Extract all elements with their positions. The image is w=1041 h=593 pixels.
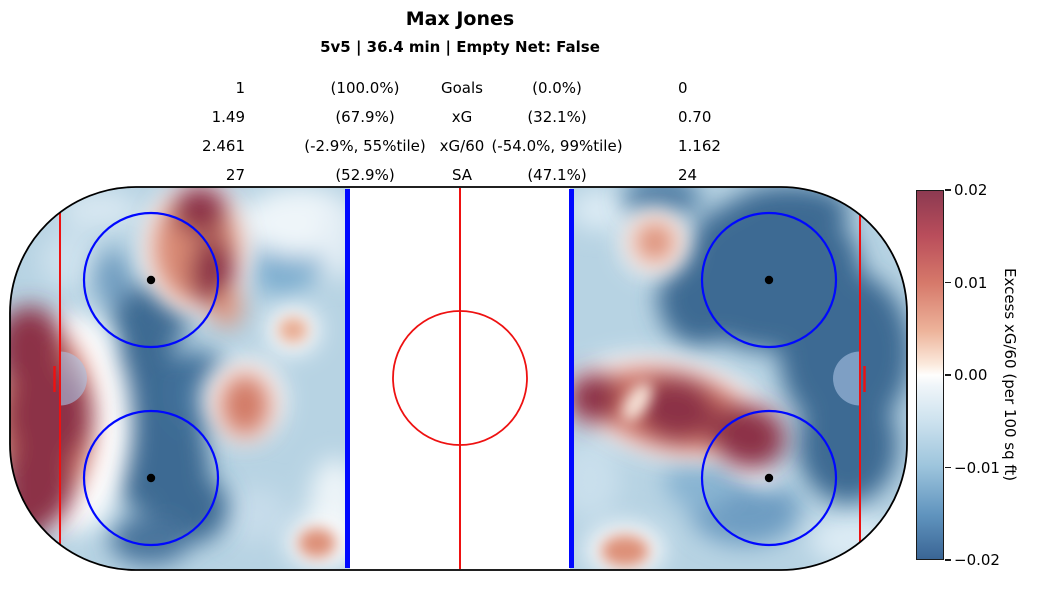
stat-left-pct: (67.9%) [335,108,395,126]
stat-right-pct: (47.1%) [527,166,587,184]
goal-crease-right [833,351,860,406]
stat-right-pct: (-54.0%, 99%tile) [491,137,623,155]
stat-left-value: 2.461 [202,137,245,155]
colorbar-tick-label: 0.01 [954,273,988,292]
stat-left-pct: (100.0%) [330,79,400,97]
center-circle [392,310,528,446]
stat-right-value: 1.162 [678,137,721,155]
faceoff-dot [764,275,774,285]
stat-metric: xG [451,108,473,126]
stat-row: 1 (100.0%) Goals (0.0%) 0 [0,76,920,100]
colorbar-tick [945,559,951,561]
faceoff-circle-left-bottom [82,409,220,547]
colorbar-tick [945,466,951,469]
colorbar-tick-label: −0.02 [954,551,1000,569]
page-title: Max Jones [405,8,515,30]
page-subtitle: 5v5 | 36.4 min | Empty Net: False [320,38,600,56]
stat-left-pct: (52.9%) [335,166,395,184]
faceoff-dot [146,275,156,285]
stat-row: 1.49 (67.9%) xG (32.1%) 0.70 [0,105,920,129]
stat-right-value: 0.70 [678,108,712,126]
stat-metric: SA [451,166,473,184]
stat-row: 27 (52.9%) SA (47.1%) 24 [0,163,920,187]
stat-right-pct: (0.0%) [532,79,582,97]
stat-metric: Goals [441,79,483,97]
faceoff-circle-right-bottom [700,409,838,547]
stat-left-value: 27 [225,166,245,184]
colorbar-tick-label: 0.00 [954,366,988,384]
goal-crease-left [60,351,87,406]
stat-metric: xG/60 [439,137,485,155]
rink-outline [9,186,908,571]
stat-left-pct: (-2.9%, 55%tile) [304,137,426,155]
faceoff-dot [146,473,156,483]
faceoff-circle-right-top [700,211,838,349]
faceoff-circle-left-top [82,211,220,349]
stat-row: 2.461 (-2.9%, 55%tile) xG/60 (-54.0%, 99… [0,134,920,158]
stat-right-value: 24 [678,166,698,184]
stat-left-value: 1.49 [211,108,245,126]
colorbar-gradient [916,190,944,560]
colorbar-tick [945,374,951,376]
colorbar-tick [945,281,951,284]
stat-left-value: 1 [235,79,245,97]
colorbar-tick-label: 0.02 [954,181,988,199]
heatmap-blobs [10,187,907,570]
colorbar-axis-label: Excess xG/60 (per 100 sq ft) [1001,268,1019,482]
stat-right-value: 0 [678,79,688,97]
rink-heatmap-chart [9,186,908,571]
faceoff-dot [764,473,774,483]
colorbar-tick-label: −0.01 [954,458,1000,477]
colorbar-tick [945,189,951,191]
stat-right-pct: (32.1%) [527,108,587,126]
